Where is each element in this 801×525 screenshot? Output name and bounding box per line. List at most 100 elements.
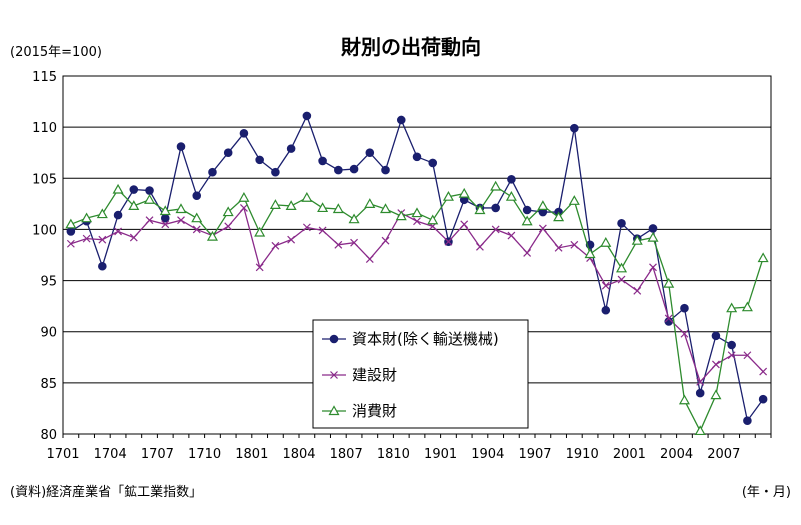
data-point xyxy=(239,128,249,138)
data-point xyxy=(175,203,187,214)
data-point xyxy=(758,394,768,404)
data-point xyxy=(428,158,438,168)
legend-box xyxy=(312,319,529,429)
series-triangle xyxy=(65,180,769,436)
x-tick-label: 1904 xyxy=(471,447,504,462)
data-point xyxy=(192,225,201,234)
legend-item: 消費財 xyxy=(322,402,397,420)
data-point xyxy=(413,217,421,226)
data-point xyxy=(381,165,390,175)
data-point xyxy=(128,200,140,211)
data-point xyxy=(287,235,296,244)
data-point xyxy=(726,302,738,313)
x-tick-label: 1901 xyxy=(424,447,457,462)
data-point xyxy=(238,191,250,202)
data-point xyxy=(222,206,234,217)
data-point xyxy=(711,331,721,341)
data-point xyxy=(537,200,549,211)
data-point xyxy=(144,194,156,204)
y-tick-label: 95 xyxy=(40,275,57,290)
data-point xyxy=(647,231,659,242)
legend-marker xyxy=(330,371,338,379)
y-tick-label: 100 xyxy=(32,223,57,238)
y-tick-label: 85 xyxy=(40,377,57,392)
x-tick-label: 1701 xyxy=(46,447,79,462)
data-point xyxy=(757,252,769,263)
data-point xyxy=(507,231,516,240)
data-point xyxy=(395,210,407,221)
data-point xyxy=(348,213,360,224)
data-point xyxy=(129,185,139,194)
x-axis-ticks: 1701 1704 1707 1710 1801 1804 1807 1810 1901 1904… xyxy=(46,434,772,462)
data-point xyxy=(145,186,154,195)
data-point xyxy=(458,187,470,198)
data-point xyxy=(66,227,76,236)
data-point xyxy=(522,205,532,215)
x-tick-label: 1707 xyxy=(141,447,174,462)
data-point xyxy=(663,277,675,288)
data-point xyxy=(474,204,486,215)
data-point xyxy=(505,190,517,201)
data-point xyxy=(113,210,123,220)
data-point xyxy=(349,164,359,174)
y-axis-ticks: 80 85 90 95 100 105 110 115 xyxy=(32,70,57,443)
chart-title: 財別の出荷動向 xyxy=(341,35,481,59)
data-point xyxy=(710,389,722,400)
data-point xyxy=(318,156,327,166)
data-point xyxy=(743,416,752,426)
data-point xyxy=(380,203,392,214)
data-point xyxy=(332,203,344,214)
data-point xyxy=(476,242,484,251)
legend-item: 資本財(除く輸送機械) xyxy=(322,330,499,348)
data-point xyxy=(365,148,375,158)
data-point xyxy=(568,195,580,205)
series-x xyxy=(66,204,768,386)
data-point xyxy=(631,234,643,245)
x-tick-label: 1810 xyxy=(377,447,410,462)
data-point xyxy=(255,263,264,272)
data-point xyxy=(600,237,612,247)
data-point xyxy=(664,314,673,323)
data-point xyxy=(318,226,327,235)
gridlines xyxy=(63,126,771,384)
data-point xyxy=(696,377,705,386)
data-point xyxy=(350,238,358,247)
data-point xyxy=(427,214,439,225)
data-point xyxy=(617,218,626,228)
source-note: (資料)経済産業省「鉱工業指数」 xyxy=(10,484,202,500)
data-point xyxy=(617,275,626,284)
data-point xyxy=(223,148,233,158)
y-tick-label: 110 xyxy=(32,121,57,136)
data-point xyxy=(694,425,706,436)
data-point xyxy=(743,351,752,360)
data-point xyxy=(648,224,658,233)
x-tick-label: 1801 xyxy=(235,447,268,462)
data-point xyxy=(678,394,690,405)
data-point xyxy=(633,286,642,295)
x-tick-label: 2004 xyxy=(660,447,693,462)
x-tick-label: 1804 xyxy=(282,447,315,462)
data-point xyxy=(507,175,516,184)
data-point xyxy=(616,262,628,273)
data-point xyxy=(206,230,218,241)
data-point xyxy=(695,388,705,398)
data-point xyxy=(161,220,170,229)
data-point xyxy=(192,191,202,200)
data-point xyxy=(601,305,611,315)
data-point xyxy=(521,215,533,226)
data-point xyxy=(177,216,185,225)
legend-marker xyxy=(329,334,339,344)
data-point xyxy=(490,180,502,191)
legend-label: 消費財 xyxy=(352,402,397,420)
data-point xyxy=(680,329,689,338)
data-point xyxy=(491,203,500,213)
x-tick-label: 1807 xyxy=(330,447,363,462)
data-point xyxy=(396,115,406,125)
data-point xyxy=(601,281,610,290)
series-circle xyxy=(66,111,768,426)
data-point xyxy=(317,202,329,213)
data-point xyxy=(301,191,313,202)
data-point xyxy=(570,240,579,249)
